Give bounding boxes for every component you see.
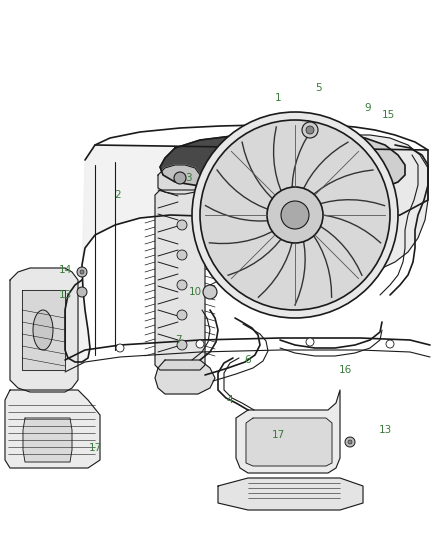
Circle shape [77, 267, 87, 277]
Circle shape [116, 344, 124, 352]
Text: 2: 2 [115, 190, 121, 200]
Text: 17: 17 [272, 430, 285, 440]
Circle shape [177, 310, 187, 320]
Polygon shape [22, 290, 65, 370]
Circle shape [177, 220, 187, 230]
Polygon shape [295, 135, 428, 277]
Polygon shape [155, 360, 215, 394]
Circle shape [80, 270, 84, 274]
Text: 13: 13 [378, 425, 392, 435]
Text: 3: 3 [185, 173, 191, 183]
Text: 13: 13 [58, 290, 72, 300]
Polygon shape [155, 190, 205, 370]
Circle shape [348, 440, 352, 444]
Text: 4: 4 [227, 395, 233, 405]
Circle shape [192, 112, 398, 318]
Circle shape [267, 187, 323, 243]
Text: 7: 7 [175, 335, 181, 345]
Circle shape [177, 280, 187, 290]
Circle shape [200, 120, 390, 310]
Circle shape [386, 340, 394, 348]
Text: 10: 10 [188, 287, 201, 297]
Text: 15: 15 [381, 110, 395, 120]
Circle shape [177, 340, 187, 350]
Polygon shape [23, 418, 72, 462]
Polygon shape [246, 418, 332, 466]
Polygon shape [160, 133, 405, 192]
Text: 16: 16 [339, 365, 352, 375]
Circle shape [174, 172, 186, 184]
Circle shape [77, 287, 87, 297]
Circle shape [177, 250, 187, 260]
Text: 5: 5 [314, 83, 321, 93]
Text: 9: 9 [365, 103, 371, 113]
Text: 17: 17 [88, 443, 102, 453]
Circle shape [306, 126, 314, 134]
Circle shape [203, 285, 217, 299]
Polygon shape [10, 268, 78, 392]
Circle shape [345, 437, 355, 447]
Polygon shape [218, 478, 363, 510]
Polygon shape [326, 215, 392, 266]
Polygon shape [5, 390, 100, 468]
Text: 14: 14 [58, 265, 72, 275]
Text: 1: 1 [275, 93, 281, 103]
Circle shape [281, 201, 309, 229]
Circle shape [302, 122, 318, 138]
Circle shape [306, 338, 314, 346]
Polygon shape [158, 165, 200, 194]
Circle shape [196, 340, 204, 348]
Text: 6: 6 [245, 355, 251, 365]
Ellipse shape [33, 310, 53, 350]
Polygon shape [65, 145, 428, 362]
Polygon shape [236, 390, 340, 473]
